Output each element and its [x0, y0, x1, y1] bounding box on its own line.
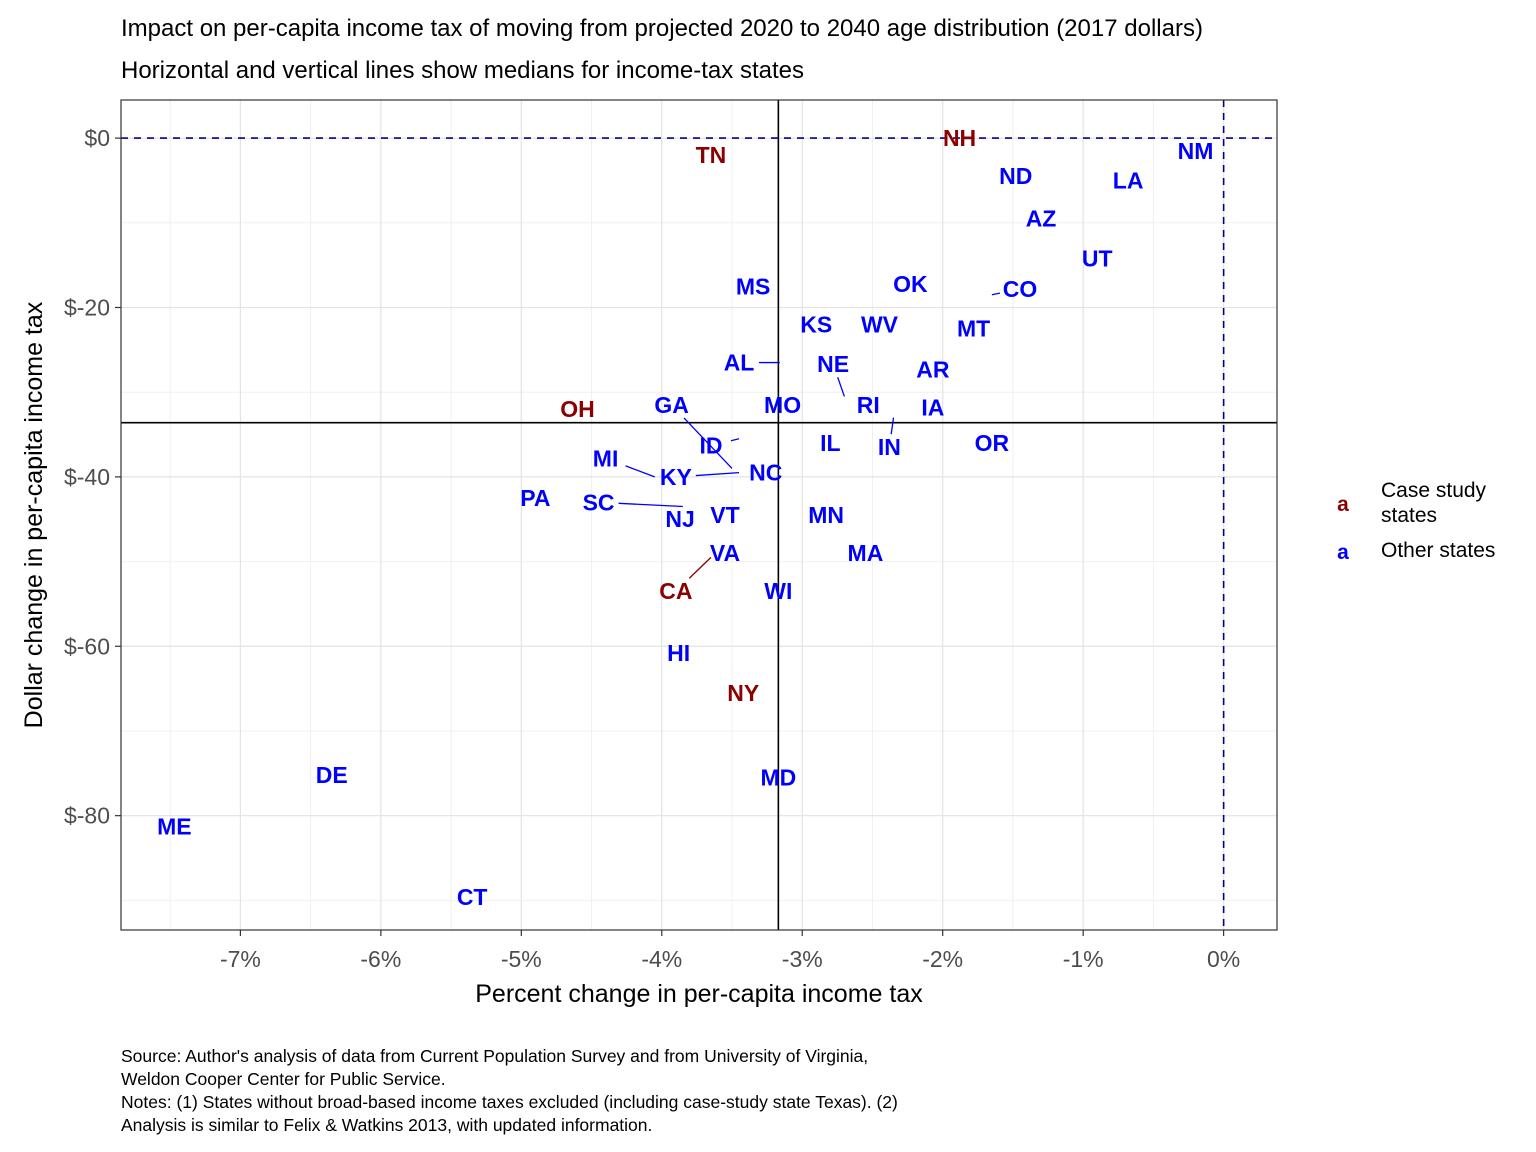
caption-line-2: Weldon Cooper Center for Public Service. — [121, 1069, 446, 1089]
state-label-wv: WV — [861, 311, 899, 337]
state-label-md: MD — [760, 765, 796, 791]
state-label-ga: GA — [654, 392, 689, 418]
state-label-ct: CT — [457, 884, 488, 910]
x-tick-label: -7% — [220, 946, 261, 972]
caption-line-4: Analysis is similar to Felix & Watkins 2… — [121, 1115, 652, 1135]
state-label-hi: HI — [667, 640, 690, 666]
state-label-ky: KY — [660, 464, 692, 490]
state-label-ri: RI — [857, 392, 880, 418]
leader-line-ga — [683, 417, 733, 469]
legend-key-0: a — [1337, 493, 1349, 516]
legend-label-1-0: Other states — [1381, 539, 1495, 562]
state-label-mo: MO — [764, 392, 801, 418]
state-label-mi: MI — [593, 445, 619, 471]
y-tick-label: $0 — [84, 125, 110, 151]
x-tick-label: -2% — [922, 946, 963, 972]
leader-line-in — [890, 417, 895, 435]
state-label-ok: OK — [893, 271, 928, 297]
legend-key-1: a — [1337, 541, 1349, 564]
state-label-ny: NY — [727, 680, 759, 706]
state-label-id: ID — [699, 433, 722, 459]
y-tick-label: $-80 — [64, 803, 110, 829]
leader-line-ky — [695, 472, 740, 477]
state-label-nh: NH — [943, 125, 976, 151]
legend-label-0-1: states — [1381, 504, 1437, 527]
x-tick-label: -5% — [501, 946, 542, 972]
state-label-oh: OH — [560, 396, 595, 422]
state-label-ks: KS — [800, 311, 832, 337]
state-label-co: CO — [1003, 276, 1038, 302]
chart-title: Impact on per-capita income tax of movin… — [121, 15, 1203, 42]
state-label-nm: NM — [1178, 138, 1214, 164]
state-label-vt: VT — [710, 502, 739, 528]
major-gridlines — [121, 100, 1277, 930]
state-label-mn: MN — [808, 502, 844, 528]
state-label-ca: CA — [659, 578, 692, 604]
y-tick-label: $-40 — [64, 464, 110, 490]
x-tick-label: -4% — [641, 946, 682, 972]
leader-line-sc — [618, 502, 683, 508]
y-axis-title: Dollar change in per-capita income tax — [20, 301, 48, 728]
state-label-pa: PA — [520, 485, 550, 511]
label-leader-lines — [618, 292, 1001, 579]
median-lines — [121, 100, 1277, 930]
x-tick-label: 0% — [1207, 946, 1240, 972]
state-label-ut: UT — [1082, 245, 1113, 271]
state-label-or: OR — [975, 430, 1010, 456]
state-label-ma: MA — [848, 540, 884, 566]
state-label-wi: WI — [764, 578, 792, 604]
x-tick-label: -3% — [782, 946, 823, 972]
state-label-ar: AR — [916, 356, 950, 382]
caption-line-1: Source: Author's analysis of data from C… — [121, 1046, 868, 1066]
x-axis-ticks: -7% -6% -5% -4% -3% -2% -1% 0% — [220, 930, 1240, 972]
state-label-in: IN — [878, 434, 901, 460]
state-label-nd: ND — [999, 163, 1032, 189]
leader-line-mi — [625, 465, 655, 478]
leader-line-ca — [688, 556, 712, 579]
reference-lines — [121, 100, 1277, 930]
x-axis-title: Percent change in per-capita income tax — [475, 980, 923, 1008]
legend-label-0-0: Case study — [1381, 479, 1487, 502]
state-label-tn: TN — [696, 142, 727, 168]
state-label-il: IL — [820, 430, 840, 456]
minor-gridlines — [121, 100, 1277, 930]
plot-panel-border — [120, 99, 1278, 931]
state-label-al: AL — [724, 350, 755, 376]
state-label-mt: MT — [957, 316, 990, 342]
state-label-va: VA — [710, 540, 740, 566]
leader-line-co — [991, 292, 1001, 296]
state-label-ms: MS — [736, 273, 771, 299]
state-label-sc: SC — [583, 489, 615, 515]
leader-line-ne — [837, 377, 845, 397]
state-labels: NH TN OH CA NY NM ND LA AZ UT MS OK CO KS WV MT AL NE AR GA… — [157, 125, 1213, 910]
y-axis-ticks: $0 $-20 $-40 $-60 $-80 — [64, 125, 121, 829]
state-label-ia: IA — [921, 394, 944, 420]
state-label-ne: NE — [817, 351, 849, 377]
y-tick-label: $-60 — [64, 633, 110, 659]
state-label-de: DE — [316, 762, 348, 788]
caption: Source: Author's analysis of data from C… — [121, 1046, 898, 1135]
state-label-nc: NC — [749, 460, 782, 486]
x-tick-label: -6% — [360, 946, 401, 972]
state-label-az: AZ — [1026, 206, 1057, 232]
y-tick-label: $-20 — [64, 295, 110, 321]
state-label-la: LA — [1113, 167, 1144, 193]
chart-subtitle: Horizontal and vertical lines show media… — [121, 57, 804, 84]
x-tick-label: -1% — [1063, 946, 1104, 972]
caption-line-3: Notes: (1) States without broad-based in… — [121, 1092, 898, 1112]
state-label-me: ME — [157, 814, 192, 840]
state-label-nj: NJ — [665, 506, 694, 532]
leader-line-id — [730, 438, 740, 442]
